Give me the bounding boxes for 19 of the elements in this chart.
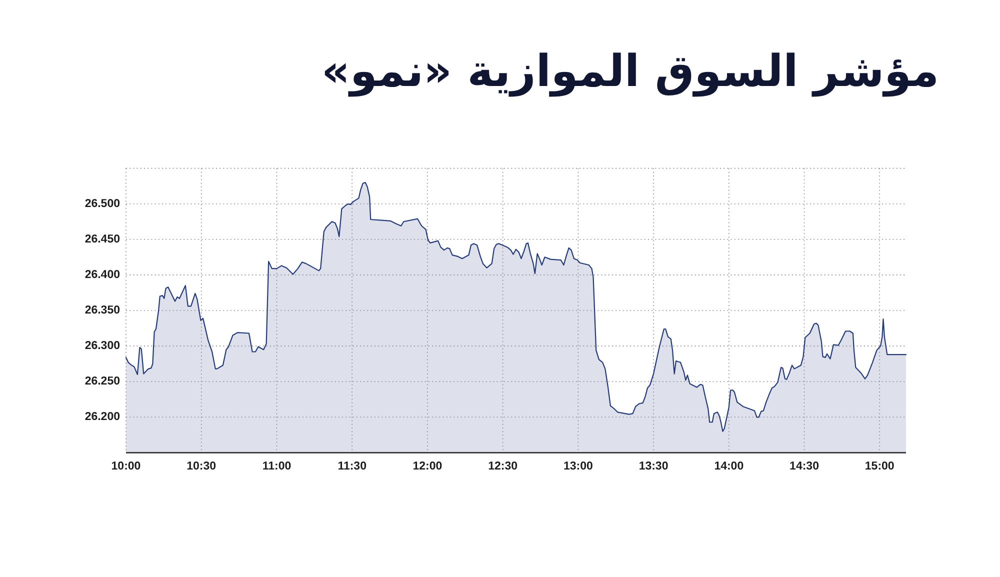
x-tick-label: 13:30 <box>638 460 668 473</box>
y-tick-label: 26.250 <box>84 376 120 388</box>
chart-title: مؤشر السوق الموازية «نمو» <box>322 45 939 99</box>
y-tick-label: 26.500 <box>84 198 120 210</box>
x-tick-label: 12:30 <box>488 460 518 473</box>
x-tick-label: 13:00 <box>563 460 593 473</box>
y-tick-label: 26.350 <box>84 304 120 316</box>
y-tick-label: 26.200 <box>84 411 120 424</box>
x-tick-label: 15:00 <box>864 460 894 473</box>
x-tick-label: 10:30 <box>186 460 216 473</box>
x-tick-label: 11:30 <box>338 460 366 473</box>
y-tick-label: 26.400 <box>84 268 120 281</box>
x-tick-label: 14:30 <box>790 460 819 473</box>
x-tick-label: 14:00 <box>714 460 744 473</box>
x-tick-label: 11:00 <box>262 460 292 473</box>
y-tick-label: 26.300 <box>84 340 120 352</box>
x-tick-label: 10:00 <box>111 460 141 473</box>
x-tick-label: 12:00 <box>412 460 442 473</box>
y-tick-label: 26.450 <box>84 233 120 246</box>
